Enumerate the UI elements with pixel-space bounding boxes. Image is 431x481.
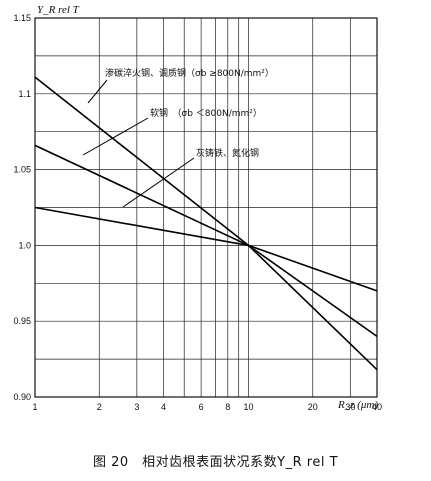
y-tick-label: 1.1 — [18, 89, 31, 99]
x-axis-title: R_z (μm) — [337, 399, 378, 411]
x-tick-label: 1 — [32, 402, 37, 412]
tick-labels: 1 2 3 4 6 8 10 20 30 40 0.90 0.95 1.0 1.05 1.1 1.15 — [13, 13, 382, 412]
annotation-label-1: 渗碳淬火钢、调质钢（σb ≥800N/mm²） — [105, 67, 274, 79]
x-tick-label: 6 — [199, 402, 204, 412]
x-tick-label: 8 — [225, 402, 230, 412]
x-tick-label: 20 — [308, 402, 318, 412]
annotation-leader-1 — [87, 79, 108, 104]
y-tick-label: 1.0 — [18, 240, 31, 250]
annotation-label-2: 软钢 （σb ＜800N/mm²） — [150, 107, 262, 119]
annotation-label-3: 灰铸铁、氮化钢 — [196, 147, 259, 159]
x-tick-label: 10 — [243, 402, 253, 412]
y-tick-label: 0.90 — [13, 392, 31, 402]
annotations: 渗碳淬火钢、调质钢（σb ≥800N/mm²） 软钢 （σb ＜800N/mm²）… — [82, 67, 274, 208]
figure-caption: 图 20 相对齿根表面状况系数Y_R rel T — [92, 455, 339, 470]
x-tick-label: 3 — [134, 402, 139, 412]
y-axis-title: Y_R rel T — [37, 4, 80, 16]
series-line-3 — [34, 206, 378, 292]
x-tick-label: 40 — [372, 402, 382, 412]
y-tick-label: 1.05 — [13, 165, 31, 175]
x-tick-label: 2 — [97, 402, 102, 412]
annotation-leader-2 — [82, 117, 149, 156]
y-tick-label: 0.95 — [13, 316, 31, 326]
series-line-1 — [34, 76, 378, 371]
series-line-2 — [34, 144, 378, 338]
x-tick-label: 30 — [345, 402, 355, 412]
annotation-leader-3 — [122, 157, 195, 208]
series-lines — [34, 76, 378, 371]
x-tick-label: 4 — [161, 402, 166, 412]
y-tick-label: 1.15 — [13, 13, 31, 23]
